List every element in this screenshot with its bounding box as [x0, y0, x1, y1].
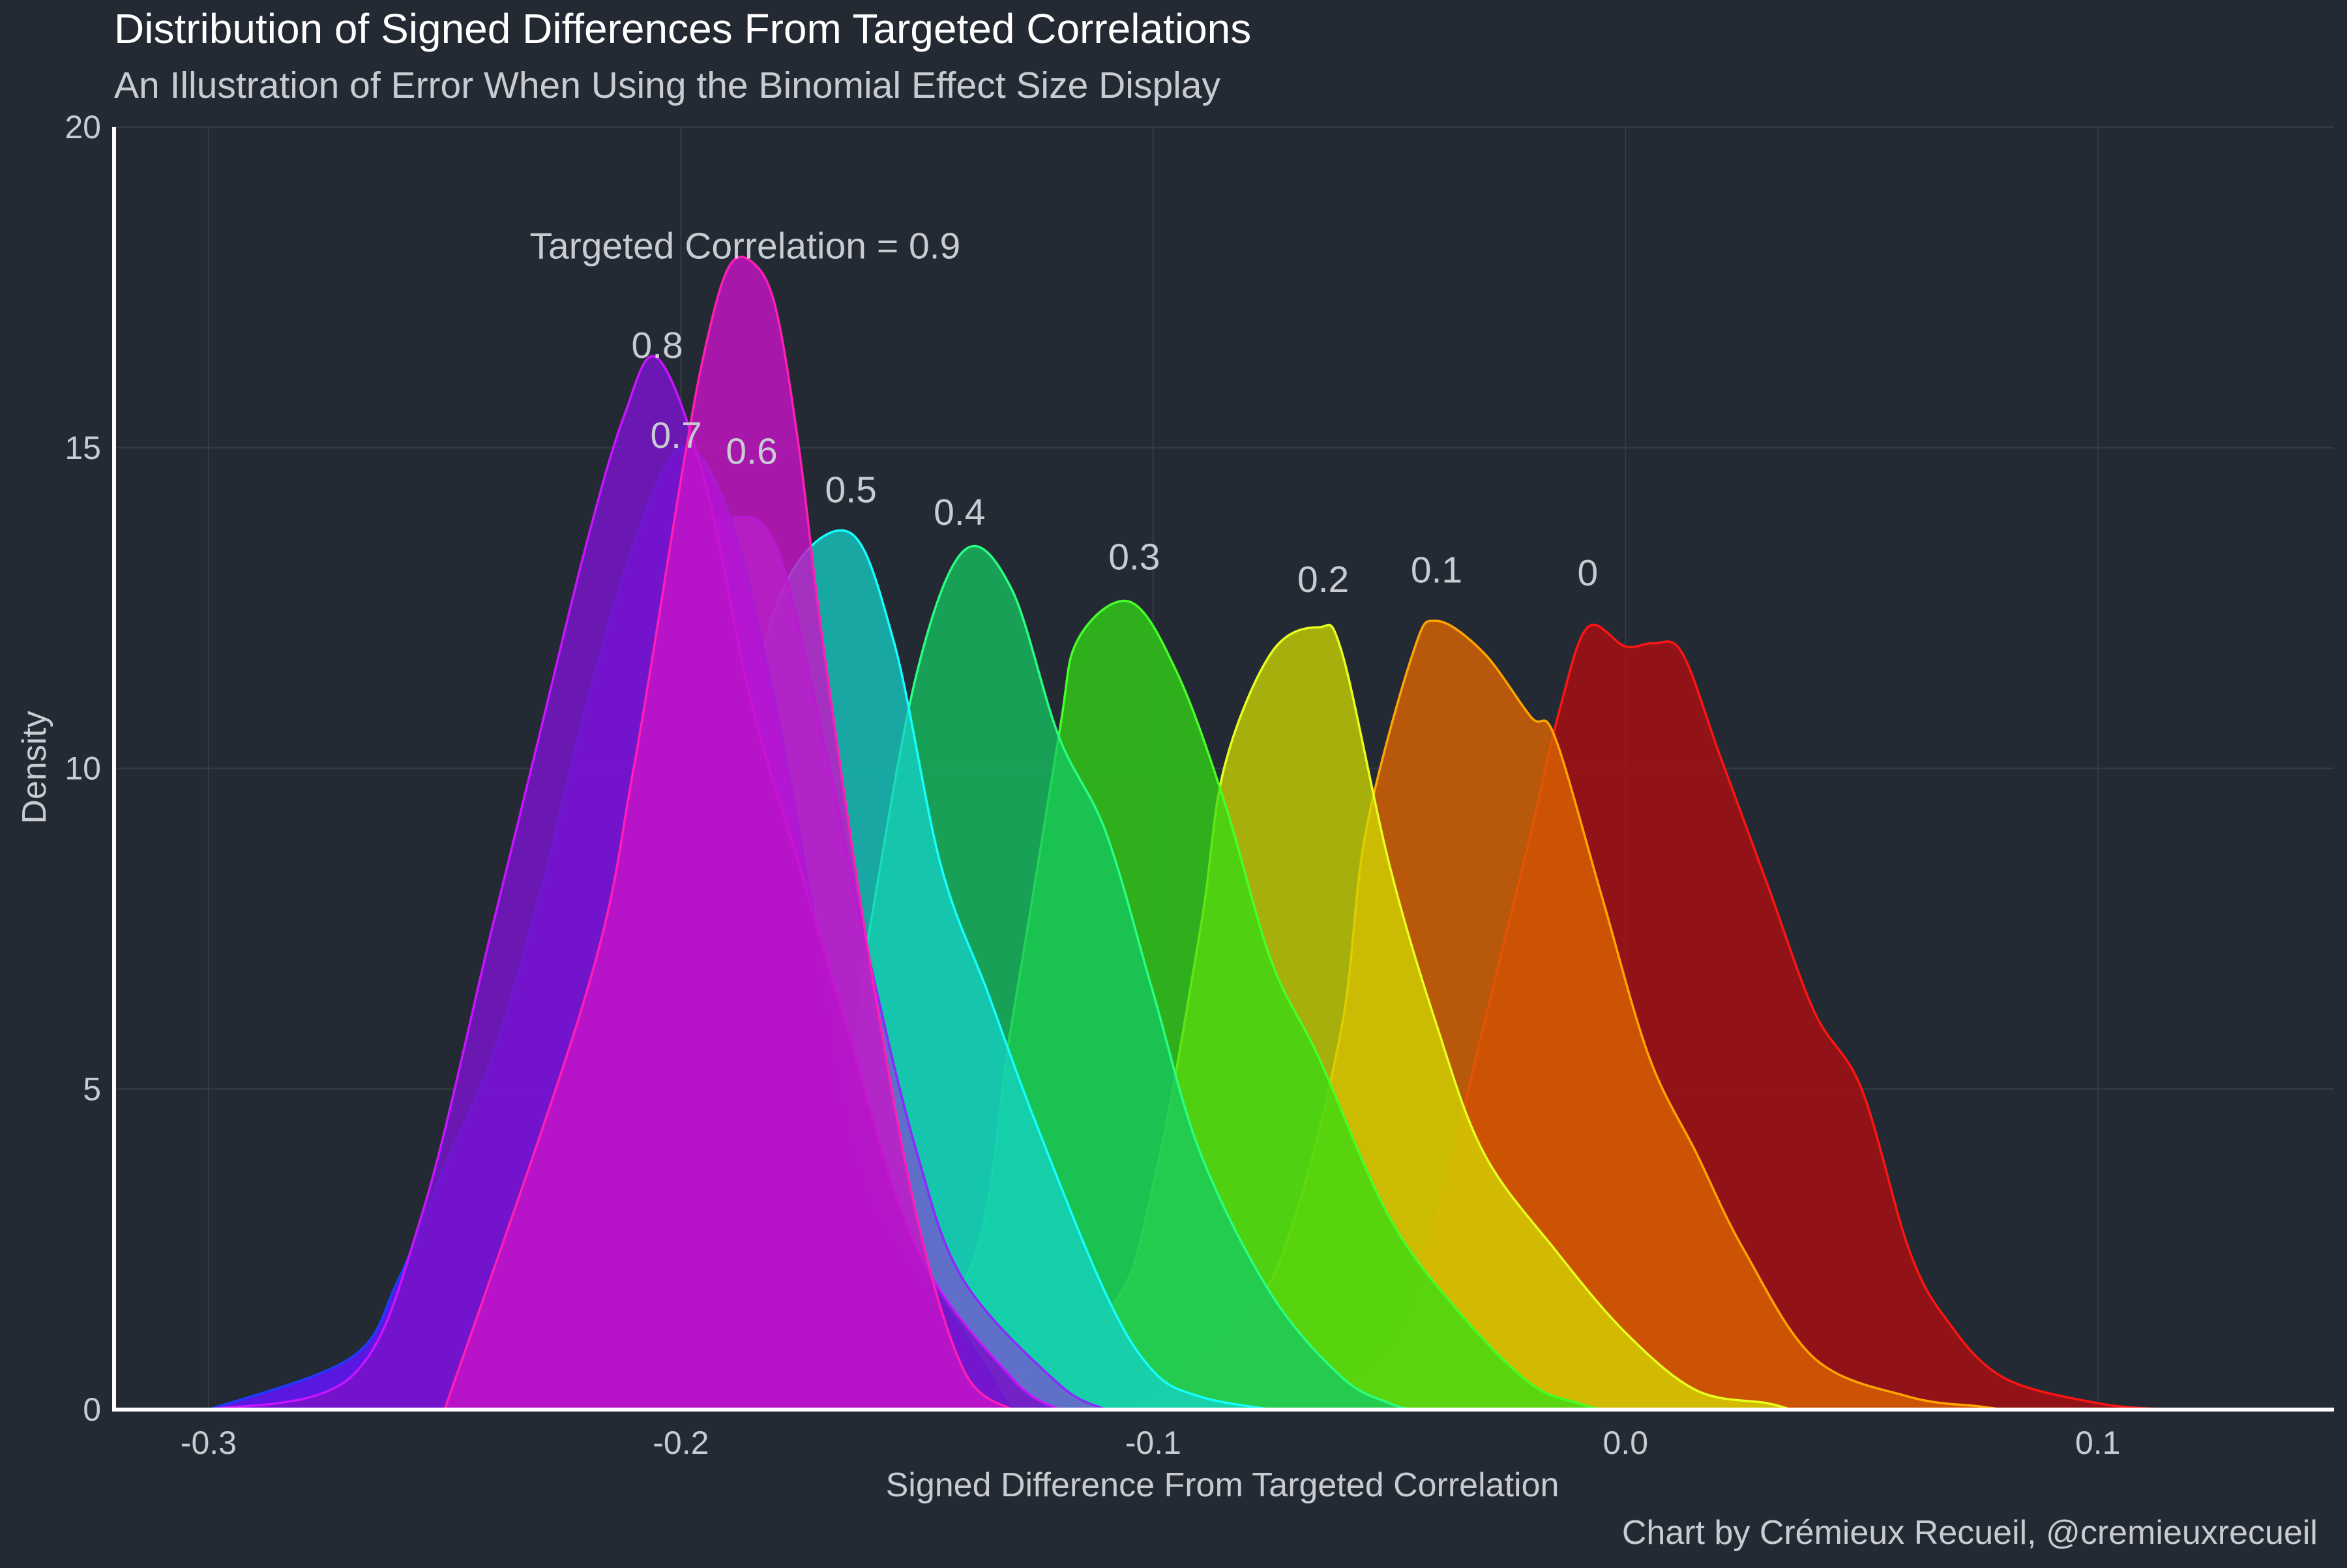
series-label-0: 0	[1577, 552, 1598, 594]
series-label-0.7: 0.7	[650, 415, 701, 456]
density-outline-0.9	[443, 256, 1012, 1411]
x-tick-label: 0.1	[2075, 1425, 2121, 1461]
series-label-0.8: 0.8	[632, 325, 683, 366]
y-tick-label: 5	[83, 1071, 101, 1107]
x-axis-label: Signed Difference From Targeted Correlat…	[886, 1466, 1559, 1504]
series-label-0.4: 0.4	[934, 492, 985, 533]
chart-caption: Chart by Crémieux Recueil, @cremieuxrecu…	[1622, 1514, 2318, 1552]
y-tick-label: 10	[65, 750, 101, 787]
x-tick-label: -0.2	[653, 1425, 709, 1461]
density-area-0.9	[445, 257, 1012, 1410]
axes: -0.3 -0.2 -0.1 0.0 0.1 0 5 10 15 20	[65, 109, 2334, 1461]
y-tick-label: 0	[83, 1391, 101, 1428]
series-label-0.1: 0.1	[1411, 549, 1462, 591]
chart-subtitle: An Illustration of Error When Using the …	[114, 65, 1221, 106]
x-tick-label: -0.1	[1125, 1425, 1181, 1461]
series-label-0.9: Targeted Correlation = 0.9	[530, 226, 961, 267]
y-tick-label: 20	[65, 109, 101, 145]
y-axis-label: Density	[16, 711, 53, 823]
x-tick-label: 0.0	[1603, 1425, 1649, 1461]
x-tick-label: -0.3	[181, 1425, 237, 1461]
series-label-0.3: 0.3	[1108, 537, 1160, 578]
chart-title: Distribution of Signed Differences From …	[114, 5, 1251, 52]
y-tick-label: 15	[65, 430, 101, 466]
series-label-0.2: 0.2	[1297, 559, 1349, 600]
density-series	[208, 256, 2169, 1411]
series-labels: 0 0.1 0.2 0.3 0.4 0.5 0.6 0.7 0.8 Targeted Correl…	[530, 226, 1599, 600]
series-label-0.6: 0.6	[726, 430, 777, 472]
series-label-0.5: 0.5	[825, 469, 877, 510]
